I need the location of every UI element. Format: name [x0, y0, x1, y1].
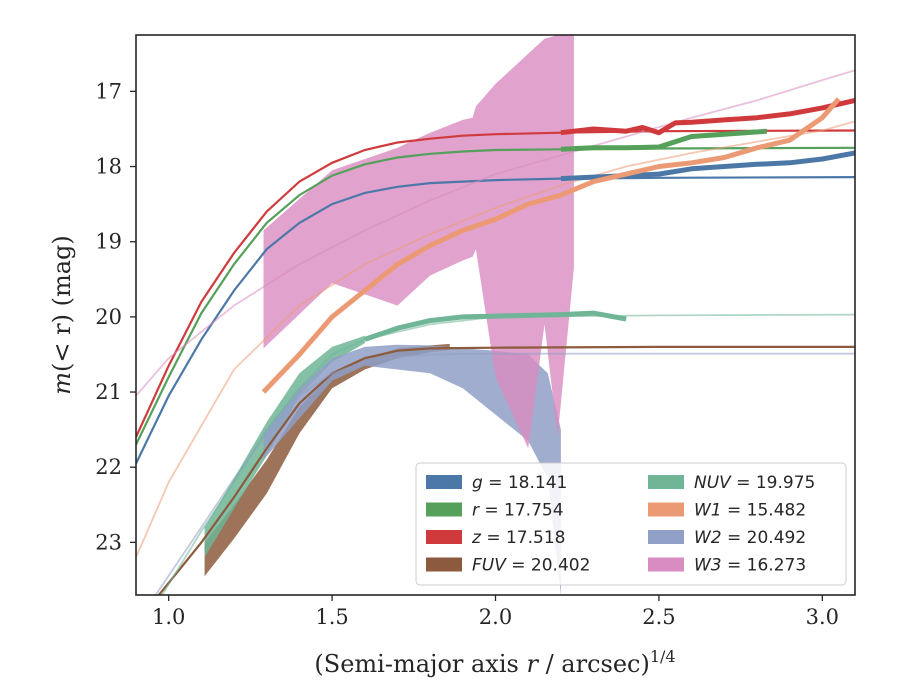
model-line-w3	[136, 69, 855, 397]
band-w2	[263, 344, 561, 595]
y-axis-label-main: m	[48, 372, 76, 395]
y-tick-label: 20	[95, 305, 122, 329]
legend-entry: g = 18.141	[472, 473, 567, 493]
legend-band-value: = 17.754	[479, 501, 564, 521]
legend-swatch	[648, 475, 684, 489]
y-tick-label: 21	[95, 380, 122, 404]
legend-entry: r = 17.754	[472, 501, 564, 521]
legend-band-value: = 17.518	[481, 528, 566, 548]
legend-band-name: FUV	[472, 556, 507, 576]
legend-band-name: W2	[694, 528, 722, 548]
band-fuv	[204, 343, 450, 577]
legend-band-name: W3	[694, 556, 722, 576]
x-tick-label: 2.0	[479, 605, 512, 629]
data-line-z	[560, 97, 855, 136]
model-line-r	[136, 146, 855, 446]
data-line-r	[560, 128, 767, 152]
data-line-w1	[261, 97, 841, 394]
x-axis-label-main: (Semi-major axis	[314, 650, 526, 678]
legend-band-value: = 16.273	[722, 556, 807, 576]
y-axis-label-unit: (mag)	[48, 235, 76, 314]
y-tick-label: 22	[95, 455, 122, 479]
x-axis-label-var: r	[526, 650, 539, 678]
y-tick-label: 18	[95, 155, 122, 179]
x-tick-label: 1.0	[152, 605, 185, 629]
legend-entry: z = 17.518	[471, 528, 565, 548]
y-tick-label: 23	[95, 530, 122, 554]
legend-swatch	[648, 530, 684, 544]
data-line-nuv	[363, 310, 627, 342]
legend-entry: W1 = 15.482	[694, 501, 806, 521]
legend-entry: W3 = 16.273	[694, 556, 806, 576]
model-line-w1	[136, 120, 855, 558]
legend-band-value: = 20.402	[506, 556, 591, 576]
band-w3	[263, 35, 574, 449]
x-tick-label: 2.5	[642, 605, 675, 629]
legend-entry: W2 = 20.492	[694, 528, 806, 548]
legend-box	[415, 462, 847, 586]
legend-band-name: r	[472, 501, 480, 521]
legend-entry: NUV = 19.975	[694, 473, 815, 493]
y-tick-label: 17	[95, 79, 122, 103]
x-axis-label-exp: 1/4	[650, 647, 676, 666]
x-axis-label-unit: / arcsec)	[538, 650, 650, 678]
legend-band-name: NUV	[694, 473, 732, 493]
legend-swatch	[426, 557, 462, 572]
legend-swatch	[426, 475, 462, 489]
x-tick-label: 1.5	[315, 605, 348, 629]
x-tick-label: 3.0	[806, 605, 839, 629]
model-line-fuv	[158, 345, 855, 595]
axis-ticks: 1.0 1.5 2.0 2.5 3.0 17 18 19 20 21 22 23	[95, 79, 839, 629]
plot-area	[136, 35, 855, 595]
legend-entry: FUV = 20.402	[472, 556, 590, 576]
legend-band-value: = 18.141	[483, 473, 568, 493]
legend-band-value: = 20.492	[722, 528, 807, 548]
data-line-g	[560, 150, 855, 182]
y-tick-label: 19	[95, 230, 122, 254]
legend-swatch	[426, 530, 462, 544]
legend-band-name: z	[471, 528, 482, 548]
legend-swatch	[426, 502, 462, 517]
y-axis-label-arg: (< r)	[48, 314, 76, 372]
legend-swatch	[648, 557, 684, 572]
y-axis-label: m(< r) (mag)	[48, 235, 76, 395]
legend-band-value: = 19.975	[731, 473, 816, 493]
model-line-w2	[154, 352, 855, 595]
legend-band-name: g	[472, 473, 483, 493]
legend-swatch	[648, 502, 684, 517]
model-line-z	[136, 129, 855, 438]
legend-band-name: W1	[694, 501, 722, 521]
x-axis-label: (Semi-major axis r / arcsec)1/4	[314, 647, 675, 678]
legend-band-value: = 15.482	[722, 501, 807, 521]
